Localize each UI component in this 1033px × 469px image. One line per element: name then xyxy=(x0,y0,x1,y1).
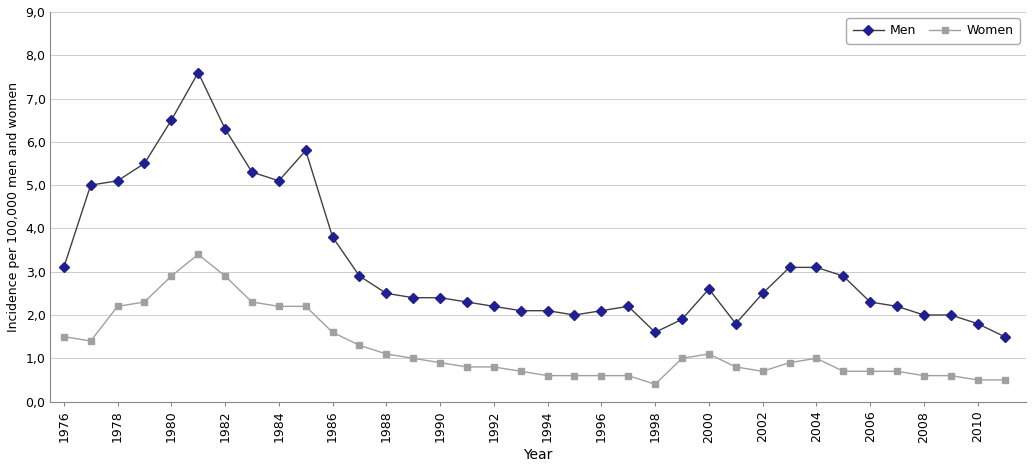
Men xyxy=(649,330,661,335)
Men xyxy=(729,321,742,326)
Women xyxy=(541,373,554,378)
X-axis label: Year: Year xyxy=(524,448,553,462)
Women xyxy=(112,303,124,309)
Women xyxy=(944,373,957,378)
Women xyxy=(219,273,231,279)
Women xyxy=(192,251,205,257)
Women xyxy=(488,364,500,370)
Men xyxy=(380,291,393,296)
Men xyxy=(138,161,151,166)
Men xyxy=(353,273,366,279)
Women xyxy=(917,373,930,378)
Men xyxy=(514,308,527,313)
Women xyxy=(165,273,178,279)
Men xyxy=(192,70,205,76)
Women xyxy=(595,373,607,378)
Men xyxy=(58,265,70,270)
Men xyxy=(756,291,769,296)
Men xyxy=(944,312,957,318)
Women xyxy=(676,356,688,361)
Y-axis label: Incidence per 100,000 men and women: Incidence per 100,000 men and women xyxy=(7,82,20,332)
Legend: Men, Women: Men, Women xyxy=(846,18,1020,44)
Women xyxy=(998,377,1010,383)
Women xyxy=(783,360,795,365)
Men xyxy=(702,286,715,292)
Men xyxy=(219,126,231,132)
Men xyxy=(998,334,1010,340)
Women xyxy=(837,369,849,374)
Men xyxy=(837,273,849,279)
Men xyxy=(864,299,876,305)
Men xyxy=(112,178,124,183)
Men xyxy=(783,265,795,270)
Women xyxy=(300,303,312,309)
Women xyxy=(568,373,581,378)
Women xyxy=(407,356,419,361)
Women xyxy=(514,369,527,374)
Men xyxy=(300,148,312,153)
Women xyxy=(138,299,151,305)
Women xyxy=(434,360,446,365)
Women xyxy=(971,377,983,383)
Men xyxy=(810,265,822,270)
Men xyxy=(326,234,339,240)
Women xyxy=(380,351,393,357)
Women xyxy=(58,334,70,340)
Line: Men: Men xyxy=(60,69,1008,340)
Men xyxy=(85,182,97,188)
Women xyxy=(756,369,769,374)
Women xyxy=(85,338,97,344)
Men xyxy=(917,312,930,318)
Women xyxy=(810,356,822,361)
Men xyxy=(407,295,419,301)
Women xyxy=(461,364,473,370)
Men xyxy=(165,117,178,123)
Women xyxy=(273,303,285,309)
Men xyxy=(273,178,285,183)
Men xyxy=(595,308,607,313)
Men xyxy=(541,308,554,313)
Line: Women: Women xyxy=(61,251,1007,387)
Women xyxy=(353,342,366,348)
Women xyxy=(326,330,339,335)
Women xyxy=(622,373,634,378)
Women xyxy=(246,299,258,305)
Women xyxy=(702,351,715,357)
Men xyxy=(434,295,446,301)
Men xyxy=(971,321,983,326)
Women xyxy=(649,381,661,387)
Women xyxy=(890,369,903,374)
Men xyxy=(676,317,688,322)
Men xyxy=(890,303,903,309)
Men xyxy=(568,312,581,318)
Men xyxy=(488,303,500,309)
Men xyxy=(246,169,258,175)
Men xyxy=(622,303,634,309)
Men xyxy=(461,299,473,305)
Women xyxy=(864,369,876,374)
Women xyxy=(729,364,742,370)
